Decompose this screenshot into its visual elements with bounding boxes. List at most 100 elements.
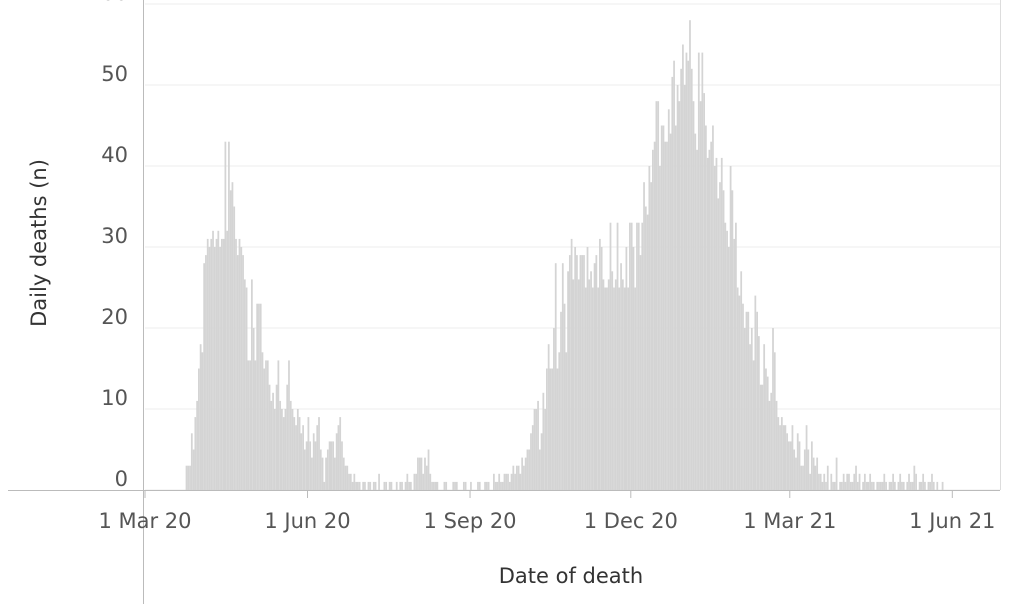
bar [249, 360, 251, 490]
bar [803, 449, 806, 490]
bar [510, 473, 513, 490]
bar [839, 481, 842, 490]
x-tick-label: 1 Dec 20 [584, 509, 678, 533]
bar [570, 238, 573, 490]
bar [782, 425, 785, 490]
bar [436, 481, 439, 490]
bar [583, 255, 585, 490]
bar [192, 449, 195, 490]
bar [897, 481, 900, 490]
bar [323, 481, 326, 490]
bar [334, 457, 336, 490]
bar [623, 287, 626, 490]
bar [279, 400, 282, 490]
bar [514, 473, 516, 490]
bar [869, 473, 872, 490]
bar [572, 279, 575, 490]
bar [369, 481, 372, 490]
bar [694, 133, 697, 490]
bar [454, 481, 456, 490]
bar [194, 417, 197, 490]
bar [906, 481, 909, 490]
bar [307, 417, 310, 490]
bar [713, 166, 716, 490]
bar [431, 481, 433, 490]
bar [775, 400, 778, 490]
bar [523, 465, 525, 490]
bar [247, 360, 250, 490]
bar [229, 190, 232, 491]
bar [788, 441, 790, 490]
bar [364, 481, 366, 490]
bar [424, 457, 426, 490]
bar [687, 60, 690, 490]
bar [844, 481, 847, 490]
bar [586, 247, 589, 490]
x-tick-label: 1 Jun 20 [264, 509, 350, 533]
bar [484, 481, 486, 490]
bar [330, 441, 333, 490]
bar [724, 222, 727, 490]
bar [821, 481, 824, 490]
bar [835, 457, 838, 490]
bar [219, 247, 221, 490]
bar [420, 457, 423, 490]
bar [653, 141, 656, 490]
bar [701, 52, 704, 490]
bar [729, 166, 732, 490]
bar [627, 287, 630, 490]
bar [650, 182, 652, 490]
bar [556, 368, 559, 490]
bar [818, 473, 820, 490]
bar [664, 141, 667, 490]
bar [924, 481, 926, 490]
bar [742, 303, 744, 490]
bar [551, 368, 554, 490]
bar [768, 400, 771, 490]
bar [639, 255, 642, 490]
bar [704, 125, 707, 490]
bar [346, 465, 349, 490]
bar [754, 295, 757, 490]
bar [611, 271, 614, 490]
bar [201, 352, 204, 490]
bar [206, 238, 209, 490]
bar [849, 481, 852, 490]
bar [293, 417, 296, 490]
bar [885, 481, 887, 490]
bar [740, 271, 743, 490]
bar [735, 222, 737, 490]
bar [401, 481, 403, 490]
bar [326, 449, 329, 490]
bar [846, 473, 849, 490]
bar [848, 473, 850, 490]
bar [819, 473, 822, 490]
bar [671, 76, 674, 491]
bar [256, 303, 259, 490]
bar [911, 481, 914, 490]
bar [236, 255, 239, 490]
bar [443, 481, 446, 490]
bar [332, 441, 335, 490]
bar [722, 190, 725, 491]
bar [328, 441, 331, 490]
y-tick-label: 30 [101, 224, 128, 248]
bar [275, 384, 278, 490]
bar [765, 368, 767, 490]
bar [648, 166, 651, 490]
bar [683, 85, 686, 490]
bar [544, 409, 547, 490]
bars [185, 20, 944, 491]
bar [404, 481, 407, 490]
bar [761, 384, 764, 490]
x-axis-title: Date of death [499, 564, 643, 588]
bar [224, 141, 227, 490]
bar [254, 360, 257, 490]
bar [538, 449, 541, 490]
bar [651, 149, 654, 491]
bar [464, 481, 467, 490]
bar [228, 141, 230, 490]
bar [302, 425, 304, 490]
bar [351, 481, 354, 490]
bar [374, 481, 377, 490]
